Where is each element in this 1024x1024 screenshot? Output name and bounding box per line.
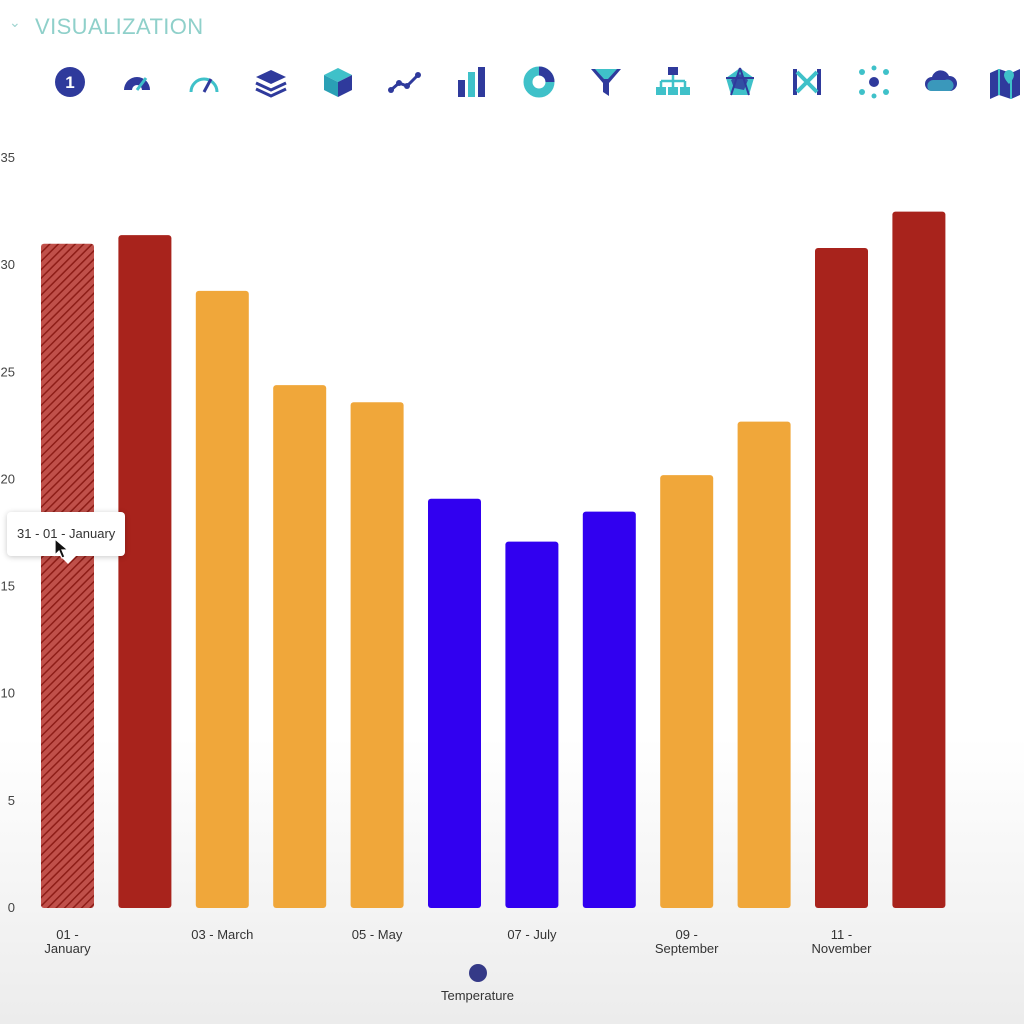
layers-icon[interactable] bbox=[249, 58, 293, 106]
visualization-section-header[interactable]: ⌄ VISUALIZATION bbox=[0, 0, 1024, 56]
svg-text:1: 1 bbox=[65, 73, 74, 92]
legend-dot-icon bbox=[468, 964, 487, 982]
y-tick-label: 25 bbox=[1, 364, 15, 379]
bar-01-january[interactable] bbox=[41, 243, 94, 908]
chevron-down-icon[interactable]: ⌄ bbox=[9, 14, 21, 30]
y-tick-label: 0 bbox=[8, 900, 15, 915]
bar-12-december[interactable] bbox=[892, 211, 946, 909]
x-tick-label: 03 - March bbox=[191, 927, 253, 942]
donut-chart-icon[interactable] bbox=[517, 58, 561, 106]
bar-02-february[interactable] bbox=[118, 235, 172, 909]
cloud-icon[interactable] bbox=[919, 58, 963, 106]
map-pin-icon[interactable] bbox=[983, 58, 1024, 106]
y-tick-label: 5 bbox=[8, 793, 15, 808]
bar-chart-icon[interactable] bbox=[450, 58, 494, 106]
visualization-toolbar: 1 bbox=[0, 58, 1024, 108]
cube-icon[interactable] bbox=[316, 58, 360, 106]
radar-chart-icon[interactable] bbox=[718, 58, 762, 106]
section-title: VISUALIZATION bbox=[35, 14, 204, 39]
y-tick-label: 15 bbox=[1, 579, 15, 594]
x-tick-label: 05 - May bbox=[352, 927, 403, 942]
half-gauge-icon[interactable] bbox=[115, 58, 159, 106]
bar-08-august[interactable] bbox=[582, 511, 636, 908]
chart-legend[interactable]: Temperature bbox=[420, 964, 535, 1003]
speedometer-icon[interactable] bbox=[182, 58, 226, 106]
temperature-bar-chart: 0 5 10 15 20 25 30 35 01 -January 03 - March 05 -… bbox=[1, 150, 946, 956]
bar-11-november[interactable] bbox=[815, 248, 868, 908]
x-tick-label: 09 -September bbox=[655, 927, 719, 956]
bar-03-march[interactable] bbox=[195, 290, 249, 908]
y-tick-label: 35 bbox=[1, 150, 15, 165]
y-tick-label: 30 bbox=[1, 257, 15, 272]
x-tick-label: 01 -January bbox=[44, 927, 91, 956]
line-chart-icon[interactable] bbox=[383, 58, 427, 106]
mouse-cursor-icon bbox=[54, 538, 70, 559]
hierarchy-icon[interactable] bbox=[651, 58, 695, 106]
bar-06-june[interactable] bbox=[428, 498, 481, 908]
number-one-icon[interactable]: 1 bbox=[48, 58, 92, 106]
funnel-icon[interactable] bbox=[584, 58, 628, 106]
x-tick-label: 11 -November bbox=[812, 927, 873, 956]
bar-04-april[interactable] bbox=[273, 385, 327, 909]
network-icon[interactable] bbox=[852, 58, 896, 106]
bar-09-september[interactable] bbox=[660, 475, 714, 908]
bar-05-may[interactable] bbox=[350, 402, 404, 908]
y-tick-label: 10 bbox=[1, 686, 15, 701]
y-tick-label: 20 bbox=[1, 471, 15, 486]
bar-10-october[interactable] bbox=[737, 421, 791, 908]
legend-label: Temperature bbox=[441, 988, 514, 1003]
bar-07-july[interactable] bbox=[505, 541, 559, 908]
x-tick-label: 07 - July bbox=[507, 927, 557, 942]
sankey-icon[interactable] bbox=[785, 58, 829, 106]
